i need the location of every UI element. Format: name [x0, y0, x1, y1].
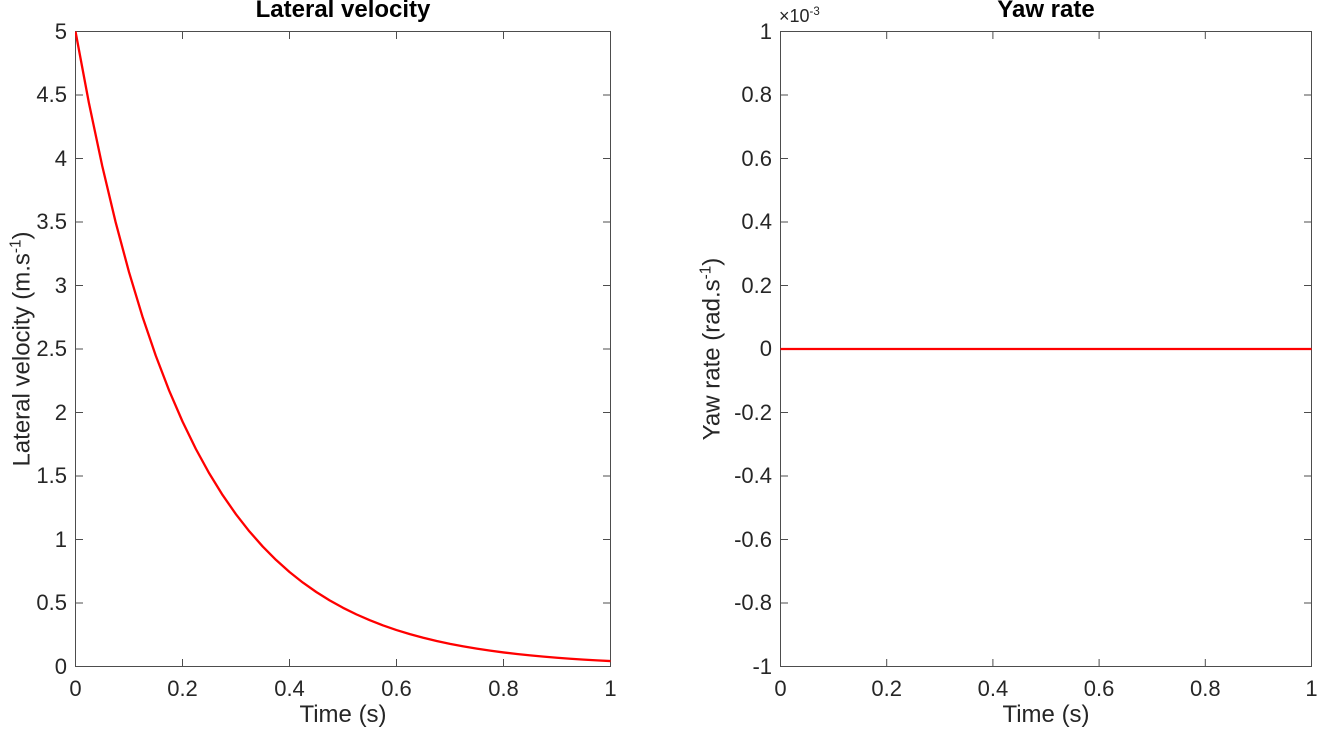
y-tick-label: 3 — [54, 272, 67, 298]
y-tick-label: 0 — [54, 653, 67, 679]
y-axis-exponent-label: ×10-3 — [779, 2, 820, 26]
y-tick-label: 0.8 — [741, 82, 772, 107]
series-line — [75, 31, 611, 663]
x-tick-label: 0.2 — [871, 676, 902, 701]
x-tick-label: 1 — [1305, 676, 1318, 701]
y-tick-label: -0.8 — [734, 590, 772, 615]
x-tick-label: 0.4 — [977, 676, 1009, 701]
y-tick-label: 1 — [759, 18, 772, 44]
y-axis-label-close: ) — [698, 257, 726, 266]
y-tick-label: 0.5 — [36, 590, 67, 615]
y-tick-label: 0 — [759, 336, 772, 361]
y-tick-label: -1 — [752, 653, 772, 679]
y-axis-label-text: Lateral velocity (m.s — [8, 253, 36, 467]
x-tick-label: 0 — [774, 676, 787, 701]
plot-area — [780, 31, 1312, 667]
y-tick-label: -0.2 — [734, 399, 772, 425]
x-tick-label: 1 — [604, 676, 617, 701]
x-tick-label: 0.8 — [488, 676, 519, 701]
y-tick-label: 2.5 — [36, 336, 67, 361]
y-tick-label: -0.4 — [734, 463, 772, 488]
axes-box — [780, 31, 1312, 667]
exponent-base: ×10 — [779, 6, 810, 26]
chart-title: Yaw rate — [997, 0, 1095, 23]
axes-box — [75, 31, 611, 667]
y-tick-label: 1 — [54, 526, 67, 552]
x-tick-label: 0.4 — [274, 676, 305, 701]
y-tick-label: 0.4 — [741, 209, 772, 234]
y-axis-label-superscript: -1 — [7, 239, 25, 254]
x-tick-label: 0.6 — [1083, 676, 1115, 701]
x-axis-label: Time (s) — [1002, 701, 1090, 728]
y-tick-label: -0.6 — [734, 526, 772, 552]
y-axis-label: Yaw rate (rad.s-1) — [698, 258, 727, 441]
y-tick-label: 0.2 — [741, 272, 772, 298]
chart-title: Lateral velocity — [255, 0, 431, 23]
y-tick-label: 3.5 — [36, 209, 67, 234]
y-tick-label: 2 — [54, 399, 67, 425]
y-axis-label-close: ) — [8, 231, 36, 240]
y-tick-label: 0.6 — [741, 145, 772, 171]
y-tick-label: 4.5 — [36, 82, 67, 107]
y-tick-label: 4 — [54, 145, 67, 171]
exponent-superscript: -3 — [809, 6, 820, 18]
y-axis-label: Lateral velocity (m.s-1) — [8, 231, 37, 466]
plot-area — [75, 31, 611, 667]
x-tick-label: 0 — [69, 676, 82, 701]
y-tick-label: 5 — [54, 18, 67, 44]
x-tick-label: 0.6 — [381, 676, 412, 701]
y-tick-label: 1.5 — [36, 463, 67, 488]
y-axis-label-text: Yaw rate (rad.s — [698, 279, 726, 441]
x-tick-label: 0.2 — [167, 676, 198, 701]
x-tick-label: 0.8 — [1190, 676, 1221, 701]
y-axis-label-superscript: -1 — [697, 265, 715, 280]
x-axis-label: Time (s) — [299, 701, 387, 728]
